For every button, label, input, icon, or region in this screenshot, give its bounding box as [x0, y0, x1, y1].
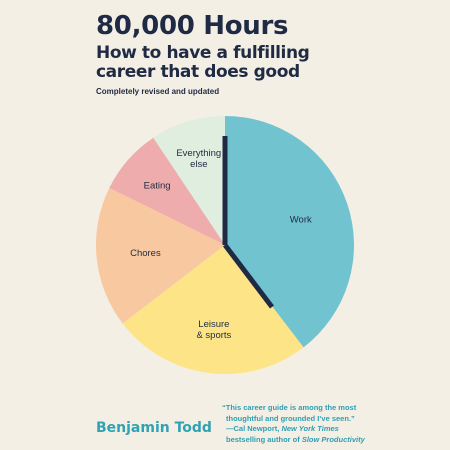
quote-line-2: thoughtful and grounded I’ve seen.” [226, 413, 355, 423]
pie-label-work: Work [290, 214, 312, 225]
pie-slice-work [225, 116, 355, 348]
pie-slice-eating [109, 137, 225, 245]
pie-slice-chores [95, 187, 225, 324]
blurb-quote: “This career guide is among the most tho… [222, 403, 442, 445]
pie-slice-everything-else [153, 116, 225, 245]
quote-line-1: “This career guide is among the most [222, 403, 357, 412]
pie-slices [95, 116, 355, 374]
quote-attribution-2: bestselling author of Slow Productivity [226, 434, 365, 444]
book-subtitle: How to have a fulfilling career that doe… [96, 43, 310, 82]
pie-labels: Work Leisure & sports Chores Eating Everythin… [130, 148, 312, 341]
book-title: 80,000 Hours [96, 11, 289, 41]
clock-hand-short [223, 243, 274, 309]
clock-hand [222, 136, 274, 309]
edition-note: Completely revised and updated [96, 87, 220, 96]
pie-label-eating: Eating [144, 180, 171, 191]
pie-slice-leisure [122, 245, 304, 374]
pie-label-everything: Everything else [176, 148, 221, 170]
pie-label-chores: Chores [130, 248, 161, 259]
pie-label-leisure: Leisure & sports [196, 319, 231, 341]
quote-attribution: —Cal Newport, New York Times [226, 424, 339, 433]
author-name: Benjamin Todd [96, 420, 212, 436]
